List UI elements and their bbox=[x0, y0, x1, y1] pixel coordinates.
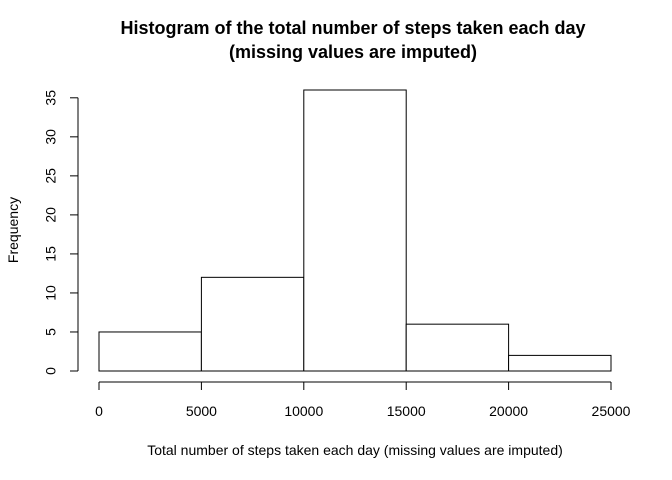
x-tick-label-10000: 10000 bbox=[284, 403, 323, 419]
y-tick-label-10: 10 bbox=[43, 285, 59, 301]
x-tick-label-0: 0 bbox=[95, 403, 103, 419]
y-tick-label-30: 30 bbox=[43, 129, 59, 145]
x-axis: 0 5000 10000 15000 20000 25000 bbox=[95, 381, 631, 419]
y-tick-label-15: 15 bbox=[43, 246, 59, 262]
x-tick-label-15000: 15000 bbox=[387, 403, 426, 419]
histogram-bar-2 bbox=[303, 89, 407, 372]
histogram-bar-4 bbox=[508, 354, 612, 372]
x-tick-label-20000: 20000 bbox=[489, 403, 528, 419]
bars-group bbox=[98, 89, 612, 372]
chart-subtitle: (missing values are imputed) bbox=[229, 42, 477, 62]
y-tick-label-35: 35 bbox=[43, 90, 59, 106]
y-tick-label-0: 0 bbox=[43, 367, 59, 375]
histogram-bar-3 bbox=[405, 323, 510, 372]
x-tick-label-25000: 25000 bbox=[592, 403, 631, 419]
y-axis: 0 5 10 15 20 25 30 35 bbox=[43, 90, 79, 375]
chart-title: Histogram of the total number of steps t… bbox=[120, 18, 585, 38]
histogram-bar-1 bbox=[200, 276, 305, 372]
y-tick-label-20: 20 bbox=[43, 207, 59, 223]
y-axis-label: Frequency bbox=[5, 197, 21, 263]
histogram-bar-0 bbox=[98, 331, 202, 372]
x-tick-label-5000: 5000 bbox=[186, 403, 217, 419]
x-axis-label: Total number of steps taken each day (mi… bbox=[147, 442, 563, 458]
y-tick-label-5: 5 bbox=[43, 328, 59, 336]
y-tick-label-25: 25 bbox=[43, 168, 59, 184]
